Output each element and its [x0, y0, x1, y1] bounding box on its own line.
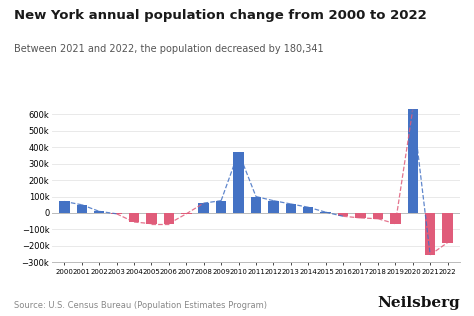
Bar	[164, 213, 174, 224]
Bar	[338, 213, 348, 216]
Bar	[59, 202, 70, 213]
Bar	[303, 207, 313, 213]
Bar	[442, 213, 453, 243]
Bar	[320, 212, 331, 213]
Text: Neilsberg: Neilsberg	[377, 296, 460, 310]
Bar	[268, 201, 279, 213]
Text: Source: U.S. Census Bureau (Population Estimates Program): Source: U.S. Census Bureau (Population E…	[14, 301, 267, 310]
Bar	[111, 213, 122, 214]
Text: New York annual population change from 2000 to 2022: New York annual population change from 2…	[14, 9, 427, 22]
Bar	[390, 213, 401, 224]
Bar	[373, 213, 383, 219]
Bar	[233, 152, 244, 213]
Bar	[146, 213, 157, 224]
Text: Between 2021 and 2022, the population decreased by 180,341: Between 2021 and 2022, the population de…	[14, 44, 324, 54]
Bar	[285, 204, 296, 213]
Bar	[408, 109, 418, 213]
Bar	[181, 213, 191, 214]
Bar	[425, 213, 436, 255]
Bar	[251, 197, 261, 213]
Bar	[355, 213, 366, 218]
Bar	[216, 201, 227, 213]
Bar	[129, 213, 139, 222]
Bar	[76, 205, 87, 213]
Bar	[94, 211, 104, 213]
Bar	[199, 203, 209, 213]
